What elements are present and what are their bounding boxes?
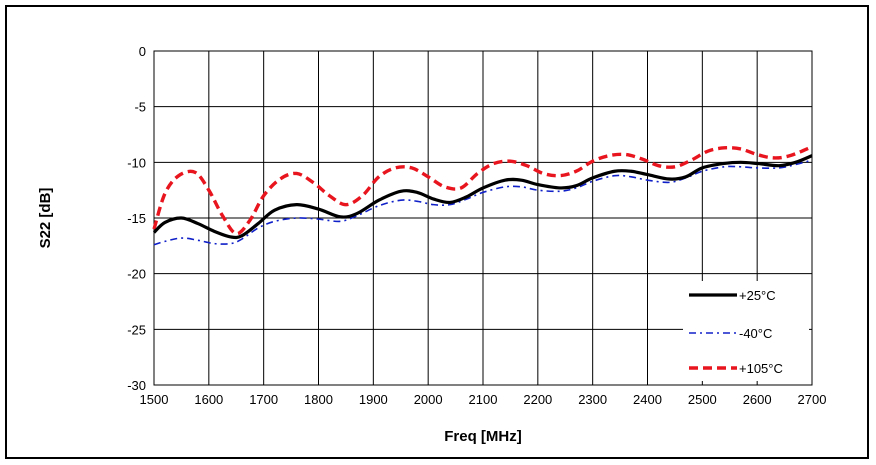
- x-tick-label: 2600: [743, 392, 772, 407]
- x-axis-title: Freq [MHz]: [444, 428, 522, 445]
- x-tick-label: 2100: [469, 392, 498, 407]
- legend-label-0: +25°C: [739, 288, 776, 303]
- y-tick-label: -15: [127, 211, 146, 226]
- y-tick-labels: 0 -5 -10 -15 -20 -25 -30: [127, 44, 146, 393]
- x-tick-label: 2500: [688, 392, 717, 407]
- y-tick-label: -20: [127, 267, 146, 282]
- y-tick-label: -5: [134, 100, 146, 115]
- series-line-0: [152, 154, 813, 240]
- s22-chart: 0 -5 -10 -15 -20 -25 -30 1500 1600 1700 1800 1900 2…: [37, 44, 827, 445]
- x-tick-label: 1600: [194, 392, 223, 407]
- series-line-2: [152, 145, 813, 236]
- x-tick-label: 1900: [359, 392, 388, 407]
- y-tick-label: 0: [139, 44, 146, 59]
- y-tick-label: -30: [127, 378, 146, 393]
- series-layer: [152, 145, 813, 246]
- legend: +25°C -40°C +105°C: [683, 281, 809, 381]
- x-tick-label: 1500: [140, 392, 169, 407]
- legend-box: [683, 281, 809, 381]
- chart-frame: 0 -5 -10 -15 -20 -25 -30 1500 1600 1700 1800 1900 2…: [5, 5, 869, 459]
- x-tick-label: 1800: [304, 392, 333, 407]
- y-tick-label: -10: [127, 155, 146, 170]
- x-tick-label: 2200: [523, 392, 552, 407]
- x-tick-label: 2700: [798, 392, 827, 407]
- x-tick-labels: 1500 1600 1700 1800 1900 2000 2100 2200 2300 2400…: [140, 392, 827, 407]
- series-line-1: [153, 159, 813, 246]
- x-tick-label: 2300: [578, 392, 607, 407]
- x-tick-label: 2400: [633, 392, 662, 407]
- grid: [153, 50, 813, 386]
- y-axis-title: S22 [dB]: [37, 188, 54, 249]
- x-tick-label: 2000: [414, 392, 443, 407]
- legend-label-1: -40°C: [739, 326, 772, 341]
- y-tick-label: -25: [127, 322, 146, 337]
- x-tick-label: 1700: [249, 392, 278, 407]
- legend-label-2: +105°C: [739, 361, 783, 376]
